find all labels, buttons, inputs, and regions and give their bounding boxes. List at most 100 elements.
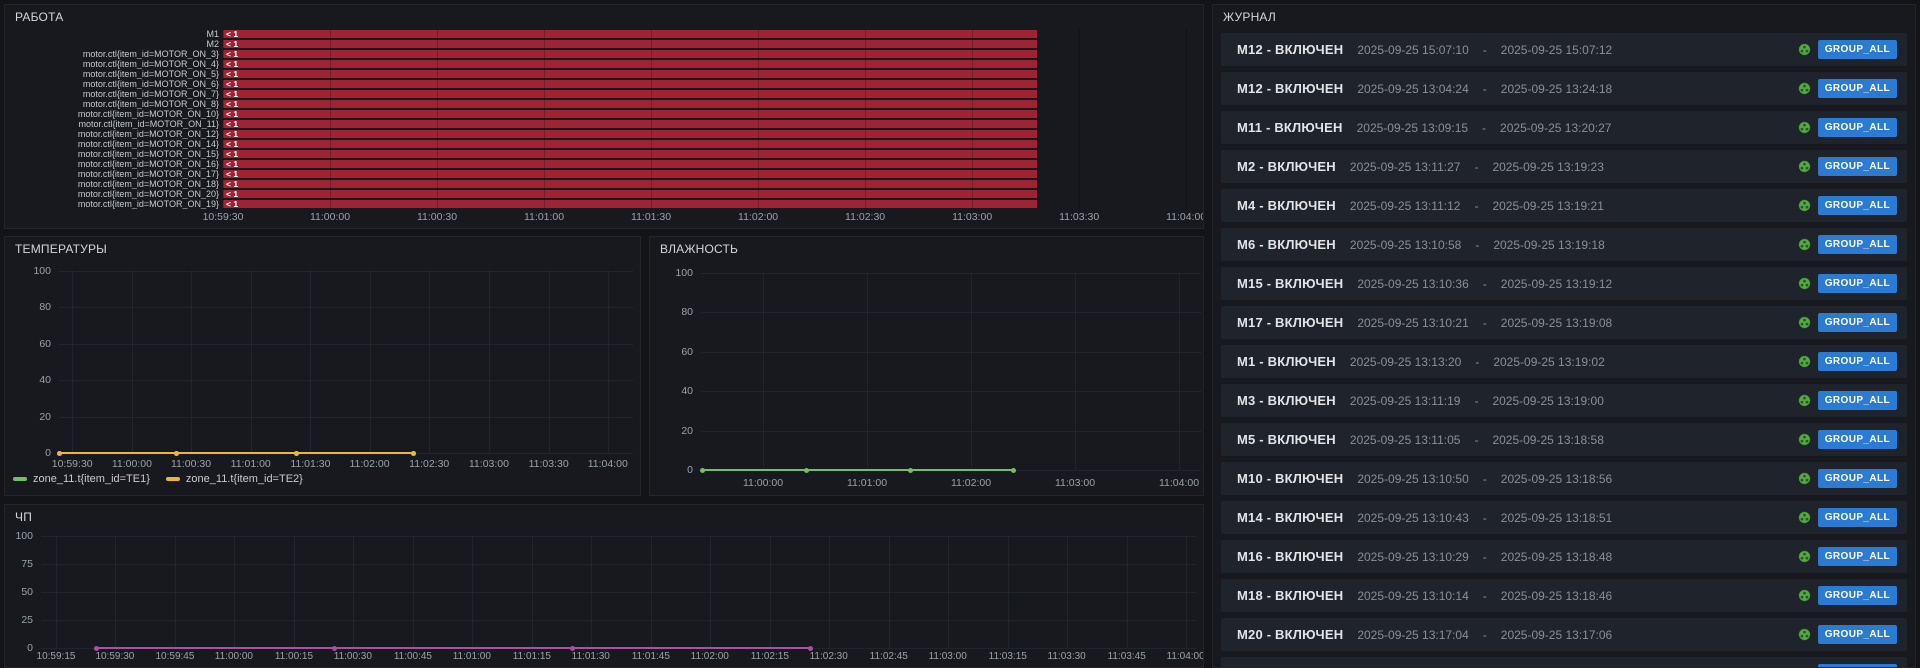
timeline-row[interactable]: motor.ctl{item_id=MOTOR_ON_11} < 1 [5,119,1191,129]
timeline-state-bar[interactable]: < 1 [223,129,1038,138]
group-all-badge[interactable]: GROUP_ALL [1817,469,1897,488]
timeline-state-bar[interactable]: < 1 [223,179,1038,188]
panel-title-chp[interactable]: ЧП [15,510,33,524]
journal-row[interactable]: M12 - ВКЛЮЧЕН 2025-09-25 15:07:10-2025-09… [1221,33,1907,66]
timeline-row[interactable]: motor.ctl{item_id=MOTOR_ON_17} < 1 [5,169,1191,179]
group-all-badge[interactable]: GROUP_ALL [1817,664,1897,667]
timeline-row[interactable]: motor.ctl{item_id=MOTOR_ON_16} < 1 [5,159,1191,169]
timeline-state-bar[interactable]: < 1 [223,199,1038,210]
x-tick-label: 11:00:15 [274,651,314,662]
group-all-badge[interactable]: GROUP_ALL [1817,547,1897,566]
timeline-row[interactable]: M1 < 1 [5,29,1191,39]
timeline-row[interactable]: motor.ctl{item_id=MOTOR_ON_12} < 1 [5,129,1191,139]
state-value-label: < 1 [226,199,239,210]
timeline-row[interactable]: motor.ctl{item_id=MOTOR_ON_3} < 1 [5,49,1191,59]
journal-row[interactable]: M5 - ВКЛЮЧЕН 2025-09-25 13:11:05-2025-09-… [1221,423,1907,456]
timeline-state-bar[interactable]: < 1 [223,169,1038,178]
y-tick-label: 40 [681,385,693,398]
timeline-state-bar[interactable]: < 1 [223,189,1038,200]
timeline-row[interactable]: motor.ctl{item_id=MOTOR_ON_10} < 1 [5,109,1191,119]
timeline-row[interactable]: M2 < 1 [5,39,1191,49]
timeline-state-bar[interactable]: < 1 [223,29,1038,38]
journal-row[interactable]: M3 - ВКЛЮЧЕН 2025-09-25 13:11:19-2025-09-… [1221,384,1907,417]
journal-row[interactable]: M20 - ВКЛЮЧЕН 2025-09-25 13:17:04-2025-09… [1221,618,1907,651]
panel-title-vlazhnost[interactable]: ВЛАЖНОСТЬ [660,242,739,256]
group-all-badge[interactable]: GROUP_ALL [1817,430,1897,449]
timeline-state-bar[interactable]: < 1 [223,59,1038,68]
panel-title-temperatury[interactable]: ТЕМПЕРАТУРЫ [15,242,108,256]
series-point [411,450,417,456]
journal-row[interactable]: M10 - ВКЛЮЧЕН 2025-09-25 13:10:50-2025-09… [1221,462,1907,495]
x-tick-label: 11:03:15 [988,651,1027,662]
timeline-state-bar[interactable]: < 1 [223,149,1038,158]
journal-row[interactable]: M15 - ВКЛЮЧЕН 2025-09-25 13:10:36-2025-09… [1221,267,1907,300]
journal-start-time: 2025-09-25 13:10:58 [1349,237,1462,252]
group-all-badge[interactable]: GROUP_ALL [1817,40,1897,59]
series-point [1010,467,1016,473]
legend-item[interactable]: zone_11.t{item_id=TE2} [165,473,303,485]
timeline-row[interactable]: motor.ctl{item_id=MOTOR_ON_8} < 1 [5,99,1191,109]
panel-title-zhurnal[interactable]: ЖУРНАЛ [1223,10,1276,24]
journal-event-name: M20 - ВКЛЮЧЕН [1237,627,1344,642]
journal-row[interactable]: M16 - ВКЛЮЧЕН 2025-09-25 13:10:29-2025-09… [1221,540,1907,573]
journal-row[interactable]: M6 - ВКЛЮЧЕН 2025-09-25 13:10:58-2025-09-… [1221,228,1907,261]
timeline-row-label: motor.ctl{item_id=MOTOR_ON_20} [77,189,219,199]
timeline-row[interactable]: motor.ctl{item_id=MOTOR_ON_4} < 1 [5,59,1191,69]
timeline-state-bar[interactable]: < 1 [223,89,1038,98]
timeline-row[interactable]: motor.ctl{item_id=MOTOR_ON_6} < 1 [5,79,1191,89]
timeline-state-bar[interactable]: < 1 [223,39,1038,48]
journal-row[interactable]: GROUP_ALL [1221,657,1907,667]
timeline-row[interactable]: motor.ctl{item_id=MOTOR_ON_15} < 1 [5,149,1191,159]
timeline-row[interactable]: motor.ctl{item_id=MOTOR_ON_5} < 1 [5,69,1191,79]
group-all-badge[interactable]: GROUP_ALL [1817,586,1897,605]
state-value-label: < 1 [226,189,239,200]
group-all-badge[interactable]: GROUP_ALL [1817,157,1897,176]
group-all-badge[interactable]: GROUP_ALL [1817,118,1897,137]
group-all-badge[interactable]: GROUP_ALL [1817,313,1897,332]
timeline-state-bar[interactable]: < 1 [223,139,1038,148]
timeline-row[interactable]: motor.ctl{item_id=MOTOR_ON_20} < 1 [5,189,1191,199]
legend-item[interactable]: zone_11.t{item_id=TE1} [13,473,150,485]
timeline-state-bar[interactable]: < 1 [223,159,1038,168]
journal-row[interactable]: M12 - ВКЛЮЧЕН 2025-09-25 13:04:24-2025-09… [1221,72,1907,105]
timeline-state-bar[interactable]: < 1 [223,79,1038,88]
timeline-state-bar[interactable]: < 1 [223,109,1038,118]
timeline-row-track: < 1 [223,179,1191,189]
timeline-row[interactable]: motor.ctl{item_id=MOTOR_ON_18} < 1 [5,179,1191,189]
journal-row[interactable]: M4 - ВКЛЮЧЕН 2025-09-25 13:11:12-2025-09-… [1221,189,1907,222]
timeline-state-bar[interactable]: < 1 [223,99,1038,108]
journal-time-separator: - [1482,471,1487,486]
group-all-badge[interactable]: GROUP_ALL [1817,274,1897,293]
timeline-row-label: M2 [206,39,219,49]
timeline-row[interactable]: motor.ctl{item_id=MOTOR_ON_7} < 1 [5,89,1191,99]
timeline-state-bar[interactable]: < 1 [223,49,1038,58]
timeline-state-bar[interactable]: < 1 [223,69,1038,78]
group-all-badge[interactable]: GROUP_ALL [1817,352,1897,371]
timeline-state-bar[interactable]: < 1 [223,119,1038,128]
journal-row[interactable]: M1 - ВКЛЮЧЕН 2025-09-25 13:13:20-2025-09-… [1221,345,1907,378]
group-all-badge[interactable]: GROUP_ALL [1817,391,1897,410]
timeline-row-track: < 1 [223,159,1191,169]
journal-row[interactable]: M2 - ВКЛЮЧЕН 2025-09-25 13:11:27-2025-09-… [1221,150,1907,183]
panel-title-rabota[interactable]: РАБОТА [15,10,64,24]
x-tick-label: 11:00:30 [333,651,372,662]
timeline-row[interactable]: motor.ctl{item_id=MOTOR_ON_19} < 1 [5,199,1191,209]
group-all-badge[interactable]: GROUP_ALL [1817,196,1897,215]
plot-area[interactable] [59,271,633,453]
group-all-badge[interactable]: GROUP_ALL [1817,79,1897,98]
journal-end-time: 2025-09-25 15:07:12 [1500,42,1613,57]
group-all-badge[interactable]: GROUP_ALL [1817,235,1897,254]
journal-time-separator: - [1474,198,1479,213]
journal-row[interactable]: M11 - ВКЛЮЧЕН 2025-09-25 13:09:15-2025-09… [1221,111,1907,144]
journal-row[interactable]: M17 - ВКЛЮЧЕН 2025-09-25 13:10:21-2025-09… [1221,306,1907,339]
journal-end-time: 2025-09-25 13:18:48 [1500,549,1613,564]
timeline-rows[interactable]: M1 < 1 M2 < 1 motor.ctl{item_id=MOTOR_ON_3} <… [5,29,1191,209]
timeline-row[interactable]: motor.ctl{item_id=MOTOR_ON_14} < 1 [5,139,1191,149]
group-all-badge[interactable]: GROUP_ALL [1817,625,1897,644]
journal-row[interactable]: M18 - ВКЛЮЧЕН 2025-09-25 13:10:14-2025-09… [1221,579,1907,612]
plot-area[interactable] [701,273,1201,470]
group-all-badge[interactable]: GROUP_ALL [1817,508,1897,527]
y-tick-label: 100 [15,530,33,542]
journal-row[interactable]: M14 - ВКЛЮЧЕН 2025-09-25 13:10:43-2025-09… [1221,501,1907,534]
panel-chp: ЧП 100 75 50 25 0 10:59:15 10:59:30 10:59:45 11:… [4,504,1204,668]
